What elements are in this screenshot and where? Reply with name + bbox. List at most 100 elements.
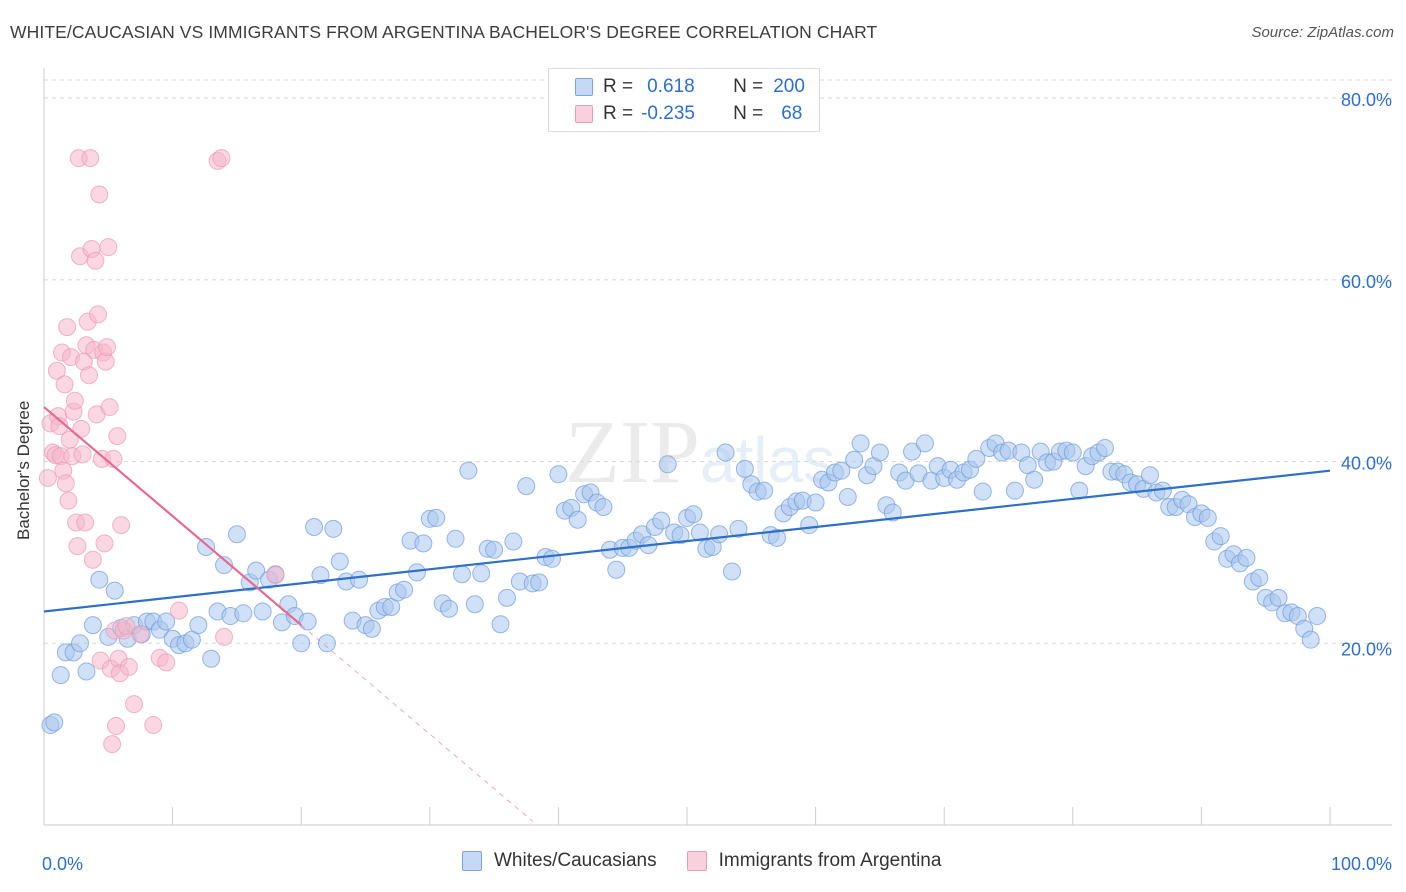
data-point xyxy=(517,477,536,496)
legend-label-whites: Whites/Caucasians xyxy=(494,850,657,871)
data-point xyxy=(427,508,446,527)
legend-n-label: N = xyxy=(733,76,764,97)
data-point xyxy=(197,537,216,556)
data-point xyxy=(80,366,99,385)
y-tick-label: 20.0% xyxy=(1341,639,1392,659)
legend-label-argentina: Immigrants from Argentina xyxy=(718,850,942,871)
legend-row-whites: R = 0.618 N = 200 xyxy=(549,74,805,100)
data-point xyxy=(68,537,87,556)
data-point xyxy=(58,318,77,337)
data-point xyxy=(735,459,754,478)
legend-r-label: R = xyxy=(603,76,634,97)
legend-swatch-blue xyxy=(575,78,593,96)
data-point xyxy=(215,627,234,646)
data-point xyxy=(845,450,864,469)
data-point xyxy=(83,616,102,635)
data-point xyxy=(915,434,934,453)
data-point xyxy=(1211,527,1230,546)
data-point xyxy=(38,468,57,487)
data-point xyxy=(131,625,150,644)
data-point xyxy=(903,442,922,461)
data-point xyxy=(607,560,626,579)
legend-r-value: -0.235 xyxy=(641,103,695,124)
data-point xyxy=(407,563,426,582)
data-point xyxy=(107,716,126,735)
data-point xyxy=(117,617,136,636)
data-point xyxy=(542,549,561,568)
data-point xyxy=(710,525,729,544)
data-point xyxy=(105,581,124,600)
data-point xyxy=(189,616,208,635)
data-point xyxy=(317,634,336,653)
data-point xyxy=(305,518,324,536)
data-point xyxy=(157,612,176,631)
data-point xyxy=(446,529,465,548)
data-point xyxy=(59,491,78,510)
data-point xyxy=(81,149,100,168)
data-point xyxy=(838,488,857,507)
data-point xyxy=(800,516,819,535)
series-whites xyxy=(41,434,1327,735)
data-point xyxy=(671,526,690,545)
legend-swatch-pink xyxy=(575,105,593,123)
data-point xyxy=(459,461,478,480)
data-point xyxy=(266,566,285,585)
data-point xyxy=(1198,508,1217,527)
data-point xyxy=(234,604,253,623)
data-point xyxy=(99,238,118,257)
chart-source: Source: ZipAtlas.com xyxy=(1251,24,1394,41)
watermark: ZIPatlas xyxy=(565,403,835,502)
legend-item-whites: Whites/Caucasians xyxy=(462,850,657,872)
data-point xyxy=(71,634,90,653)
data-point xyxy=(83,550,102,569)
trend-line-argentina-extension xyxy=(300,624,534,822)
data-point xyxy=(311,566,330,585)
trend-line-argentina xyxy=(43,406,302,626)
legend-n-value: 68 xyxy=(781,103,803,124)
data-point xyxy=(108,427,127,446)
data-point xyxy=(1063,443,1082,462)
data-point xyxy=(549,465,568,484)
data-point xyxy=(1005,481,1024,500)
data-point xyxy=(485,540,504,559)
data-point xyxy=(73,445,92,464)
data-point xyxy=(292,634,311,653)
data-point xyxy=(1237,548,1256,567)
data-point xyxy=(89,305,108,324)
data-point xyxy=(883,503,902,522)
data-point xyxy=(119,657,138,676)
data-point xyxy=(716,443,735,462)
data-point xyxy=(465,595,484,614)
data-point xyxy=(530,573,549,592)
data-point xyxy=(452,565,471,584)
data-point xyxy=(658,455,677,474)
series-argentina xyxy=(38,149,285,754)
data-point xyxy=(47,361,66,380)
legend-item-argentina: Immigrants from Argentina xyxy=(686,850,942,872)
data-point xyxy=(491,615,510,634)
y-tick-label: 60.0% xyxy=(1341,272,1392,292)
data-point xyxy=(103,735,122,754)
data-point xyxy=(212,149,231,168)
data-point xyxy=(350,570,369,589)
legend-swatch-pink xyxy=(686,851,707,871)
data-point xyxy=(568,510,587,529)
x-tick-label-end: 100.0% xyxy=(1331,854,1392,874)
data-point xyxy=(247,561,266,580)
data-point xyxy=(112,516,131,535)
data-point xyxy=(684,505,703,524)
data-point xyxy=(65,391,84,410)
data-point xyxy=(870,443,889,462)
data-point xyxy=(806,493,825,512)
data-point xyxy=(90,185,109,204)
data-point xyxy=(967,449,986,468)
data-point xyxy=(497,588,516,607)
data-point xyxy=(45,713,64,732)
legend-r-label: R = xyxy=(603,103,634,124)
data-point xyxy=(973,482,992,501)
legend-n-label: N = xyxy=(733,103,764,124)
data-point xyxy=(755,481,774,500)
data-point xyxy=(98,338,117,357)
data-point xyxy=(86,251,105,270)
